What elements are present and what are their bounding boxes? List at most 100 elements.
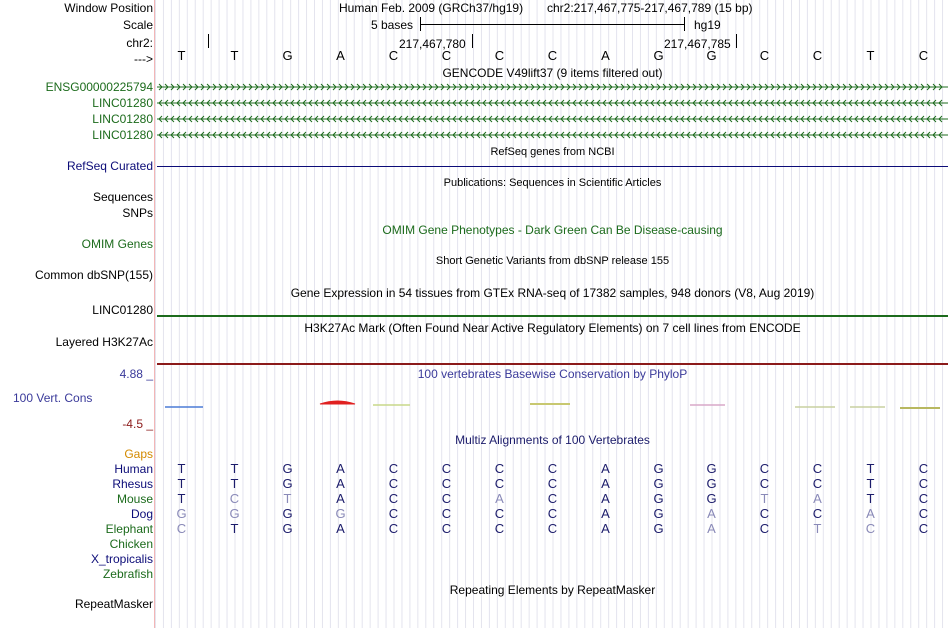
- repeatmasker-track-title[interactable]: Repeating Elements by RepeatMasker: [449, 583, 656, 597]
- gencode-gene-label[interactable]: ENSG00000225794: [45, 80, 153, 94]
- gaps-label[interactable]: Gaps: [124, 447, 153, 461]
- strand-arrow-reverse: [392, 115, 397, 123]
- species-label[interactable]: Human: [114, 462, 153, 476]
- base-letter: C: [494, 48, 505, 63]
- strand-arrow-reverse: [290, 115, 295, 123]
- phylop-signal[interactable]: [155, 395, 950, 415]
- strand-arrow-forward: [842, 83, 847, 91]
- strand-arrow-reverse: [644, 131, 649, 139]
- strand-arrow-reverse: [776, 131, 781, 139]
- species-label[interactable]: Elephant: [105, 522, 153, 536]
- strand-arrow-reverse: [560, 131, 565, 139]
- alignment-base: C: [865, 521, 876, 536]
- strand-arrow-reverse: [458, 131, 463, 139]
- alignment-base: G: [229, 506, 240, 521]
- base-letter: G: [706, 48, 717, 63]
- strand-arrow-reverse: [344, 131, 349, 139]
- gencode-gene-label[interactable]: LINC01280: [92, 128, 153, 142]
- strand-arrow-reverse: [464, 99, 469, 107]
- strand-arrow-reverse: [476, 115, 481, 123]
- strand-arrow-reverse: [326, 131, 331, 139]
- strand-arrow-forward: [710, 83, 715, 91]
- strand-arrow-reverse: [650, 115, 655, 123]
- strand-arrow-forward: [428, 83, 433, 91]
- strand-arrow-reverse: [278, 115, 283, 123]
- gencode-gene-label[interactable]: LINC01280: [92, 96, 153, 110]
- strand-arrow-reverse: [866, 99, 871, 107]
- h3k27ac-track-title[interactable]: H3K27Ac Mark (Often Found Near Active Re…: [304, 321, 801, 335]
- refseq-track-title[interactable]: RefSeq genes from NCBI: [490, 146, 615, 158]
- sequences-label[interactable]: Sequences: [92, 190, 153, 204]
- strand-arrow-reverse: [878, 131, 883, 139]
- species-label[interactable]: Dog: [130, 507, 153, 521]
- strand-arrow-forward: [170, 83, 175, 91]
- strand-arrow-reverse: [914, 99, 919, 107]
- refseq-gene-line[interactable]: [157, 166, 948, 167]
- strand-arrow-reverse: [386, 131, 391, 139]
- alignment-base: C: [918, 491, 929, 506]
- strand-arrow-reverse: [890, 131, 895, 139]
- strand-arrow-reverse: [626, 131, 631, 139]
- strand-arrow-reverse: [788, 115, 793, 123]
- strand-arrow-reverse: [434, 131, 439, 139]
- species-label[interactable]: Mouse: [116, 492, 153, 506]
- gtex-track-title[interactable]: Gene Expression in 54 tissues from GTEx …: [290, 286, 815, 300]
- strand-arrow-reverse: [248, 99, 253, 107]
- strand-arrow-reverse: [206, 131, 211, 139]
- alignment-base: C: [759, 476, 770, 491]
- strand-arrow-reverse: [296, 115, 301, 123]
- phylop-track-title[interactable]: 100 vertebrates Basewise Conservation by…: [417, 367, 688, 381]
- strand-arrow-forward: [572, 83, 577, 91]
- strand-arrow-forward: [512, 83, 517, 91]
- strand-arrow-forward: [758, 83, 763, 91]
- refseq-curated-label[interactable]: RefSeq Curated: [66, 159, 153, 173]
- dbsnp-label[interactable]: Common dbSNP(155): [34, 268, 153, 282]
- species-label[interactable]: X_tropicalis: [90, 552, 153, 566]
- strand-arrow-reverse: [398, 131, 403, 139]
- strand-arrow-reverse: [866, 115, 871, 123]
- strand-arrow-reverse: [770, 131, 775, 139]
- dbsnp-track-title[interactable]: Short Genetic Variants from dbSNP releas…: [435, 255, 670, 267]
- strand-arrow-reverse: [890, 115, 895, 123]
- alignment-base: C: [812, 506, 823, 521]
- strand-arrow-reverse: [728, 115, 733, 123]
- strand-arrow-forward: [782, 83, 787, 91]
- strand-arrow-reverse: [854, 115, 859, 123]
- species-label[interactable]: Chicken: [109, 537, 153, 551]
- strand-arrow-reverse: [716, 99, 721, 107]
- strand-arrow-reverse: [320, 131, 325, 139]
- strand-arrow-reverse: [638, 115, 643, 123]
- h3k27ac-signal-baseline[interactable]: [157, 363, 948, 365]
- strand-arrow-forward: [830, 83, 835, 91]
- strand-arrow-reverse: [446, 99, 451, 107]
- gencode-gene-models[interactable]: [157, 80, 948, 144]
- omim-track-title[interactable]: OMIM Gene Phenotypes - Dark Green Can Be…: [382, 223, 723, 237]
- gtex-gene-label[interactable]: LINC01280: [92, 303, 153, 317]
- gencode-track-title[interactable]: GENCODE V49lift37 (9 items filtered out): [442, 66, 663, 80]
- strand-arrow-reverse: [158, 115, 163, 123]
- strand-arrow-reverse: [626, 115, 631, 123]
- species-label[interactable]: Zebrafish: [102, 567, 153, 581]
- snps-label[interactable]: SNPs: [122, 206, 153, 220]
- strand-arrow-reverse: [296, 131, 301, 139]
- strand-arrow-reverse: [482, 131, 487, 139]
- publications-track-title[interactable]: Publications: Sequences in Scientific Ar…: [443, 177, 662, 189]
- strand-arrow-reverse: [212, 131, 217, 139]
- strand-arrow-reverse: [728, 99, 733, 107]
- strand-arrow-reverse: [896, 99, 901, 107]
- strand-arrow-reverse: [446, 131, 451, 139]
- gencode-gene-label[interactable]: LINC01280: [92, 112, 153, 126]
- repeatmasker-label[interactable]: RepeatMasker: [74, 597, 153, 611]
- phylop-label[interactable]: 100 Vert. Cons: [13, 391, 93, 405]
- strand-arrow-reverse: [596, 115, 601, 123]
- gtex-gene-bar[interactable]: [157, 315, 948, 317]
- species-label[interactable]: Rhesus: [112, 477, 153, 491]
- strand-arrow-reverse: [548, 131, 553, 139]
- strand-arrow-forward: [932, 83, 937, 91]
- omim-genes-label[interactable]: OMIM Genes: [81, 237, 153, 251]
- strand-arrow-forward: [764, 83, 769, 91]
- multiz-track-title[interactable]: Multiz Alignments of 100 Vertebrates: [455, 433, 650, 447]
- h3k27ac-label[interactable]: Layered H3K27Ac: [55, 335, 153, 349]
